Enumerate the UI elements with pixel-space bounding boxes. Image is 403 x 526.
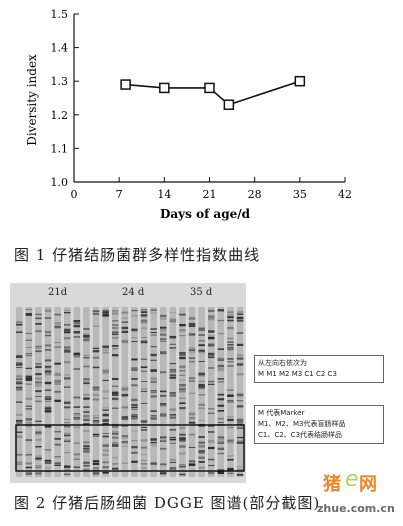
y-axis-ticks: 1.0 1.1 1.2 1.3 1.4 1.5 — [51, 8, 79, 189]
dgge-gel-image: 21d 24 d 35 d 从左向右依次为 M M1 M2 M3 C1 C2 C… — [10, 283, 393, 483]
figure-1-caption: 图 1 仔猪结肠菌群多样性指数曲线 — [14, 246, 261, 264]
data-point-marker — [223, 99, 235, 110]
diversity-line-chart: 1.0 1.1 1.2 1.3 1.4 1.5 0 7 14 21 28 35 42 Diversit… — [25, 8, 352, 221]
gel-lane — [208, 307, 215, 477]
gel-lane — [112, 307, 119, 477]
gel-lane — [160, 307, 167, 477]
watermark-brand: 猪网 — [323, 474, 377, 495]
gel-lane — [16, 307, 23, 477]
legend-m-groups-line: M1、M2、M3代表盲肠样品 — [258, 420, 346, 428]
lane-group-24d: 24 d — [122, 287, 145, 298]
x-tick-label: 21 — [203, 188, 217, 201]
x-axis-ticks: 0 7 14 21 28 35 42 — [71, 177, 352, 201]
legend-order-title: 从左向右依次为 — [258, 359, 307, 367]
legend-marker-line: M 代表Marker — [258, 409, 305, 417]
lane-order-legend: 从左向右依次为 M M1 M2 M3 C1 C2 C3 — [254, 355, 384, 383]
gel-lane — [121, 307, 129, 477]
y-tick-label: 1.5 — [51, 8, 69, 21]
data-point-marker — [204, 82, 215, 94]
x-tick-label: 0 — [71, 188, 78, 201]
x-axis-label: Days of age/d — [160, 207, 251, 221]
data-point-marker — [294, 75, 306, 87]
gel-lane — [188, 307, 196, 477]
data-point-marker — [159, 82, 170, 94]
lane-group-21d: 21d — [48, 287, 68, 298]
gel-lane — [217, 307, 225, 477]
series-markers — [120, 75, 306, 110]
gel-lane — [83, 307, 90, 477]
x-tick-label: 14 — [157, 188, 171, 201]
watermark-url: zhue.com.cn — [317, 502, 395, 515]
watermark-e-glyph: e — [345, 467, 359, 492]
site-watermark-logo: 猪网 e zhue.com.cn — [315, 466, 397, 522]
gel-lane — [140, 307, 148, 477]
gel-highlight-box — [15, 424, 245, 472]
gel-lane — [179, 307, 186, 477]
sample-key-legend: M 代表Marker M1、M2、M3代表盲肠样品 C1、C2、C3代表结肠样品 — [254, 405, 384, 444]
y-tick-label: 1.3 — [51, 75, 69, 88]
gel-lane — [227, 307, 234, 477]
x-tick-label: 42 — [338, 188, 352, 201]
gel-lane — [198, 307, 205, 477]
legend-c-groups-line: C1、C2、C3代表结肠样品 — [258, 431, 343, 439]
y-tick-label: 1.1 — [51, 142, 69, 155]
y-tick-label: 1.0 — [51, 176, 69, 189]
x-tick-label: 35 — [293, 188, 307, 201]
y-tick-label: 1.4 — [51, 42, 69, 55]
gel-lane — [236, 307, 244, 477]
lane-group-35d: 35 d — [190, 287, 213, 298]
gel-lanes — [10, 283, 246, 483]
legend-order-values: M M1 M2 M3 C1 C2 C3 — [258, 370, 337, 378]
data-point-marker — [120, 79, 131, 90]
figure-2-caption: 图 2 仔猪后肠细菌 DGGE 图谱(部分截图) — [14, 494, 321, 512]
gel-lane — [150, 307, 157, 477]
x-tick-label: 28 — [248, 188, 262, 201]
gel-lane — [44, 307, 52, 477]
gel-lane — [73, 307, 81, 477]
y-tick-label: 1.2 — [51, 109, 69, 122]
gel-lane — [25, 307, 33, 477]
gel-lane — [102, 307, 109, 477]
gel-lane — [169, 307, 177, 477]
gel-lane — [35, 307, 42, 477]
y-axis-label: Diversity index — [25, 54, 39, 146]
gel-lane — [64, 307, 71, 477]
gel-lane — [54, 307, 61, 477]
x-tick-label: 7 — [116, 188, 123, 201]
gel-lane — [131, 307, 138, 477]
gel-lane — [92, 307, 100, 477]
